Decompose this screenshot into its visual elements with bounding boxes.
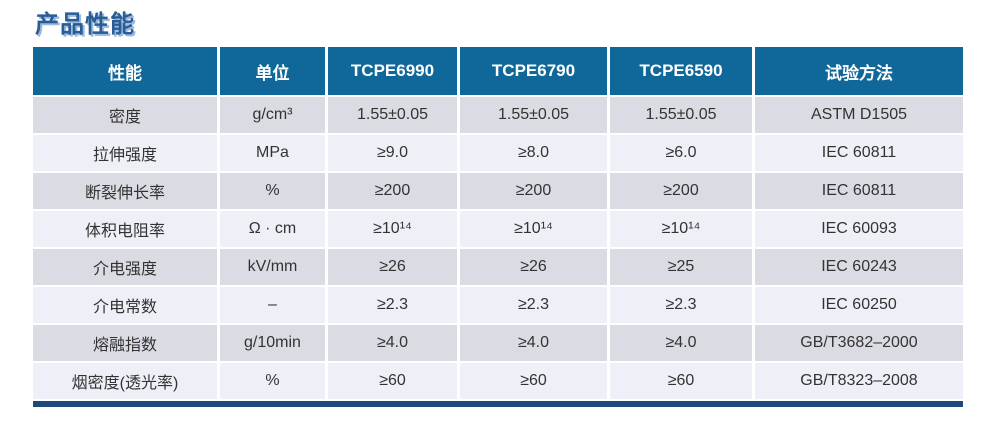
table-row-tensile-strength: 拉伸强度 MPa ≥9.0 ≥8.0 ≥6.0 IEC 60811 [33,135,963,173]
table-header-row: 性能 单位 TCPE6990 TCPE6790 TCPE6590 试验方法 [33,47,963,97]
spec-table-container: 性能 单位 TCPE6990 TCPE6790 TCPE6590 试验方法 密度… [33,47,963,407]
table-row-volume-resistivity: 体积电阻率 Ω · cm ≥10¹⁴ ≥10¹⁴ ≥10¹⁴ IEC 60093 [33,211,963,249]
cell-tcpe6590: 1.55±0.05 [610,97,755,135]
page-title: 产品性能 [35,11,135,38]
col-header-tcpe6790: TCPE6790 [460,47,610,97]
cell-test-method: IEC 60243 [755,249,963,287]
cell-property: 拉伸强度 [33,135,220,173]
col-header-tcpe6590: TCPE6590 [610,47,755,97]
cell-tcpe6990: ≥60 [328,363,460,401]
cell-property: 密度 [33,97,220,135]
cell-tcpe6590: ≥60 [610,363,755,401]
cell-tcpe6790: ≥26 [460,249,610,287]
cell-tcpe6990: ≥26 [328,249,460,287]
cell-unit: % [220,363,328,401]
cell-property: 断裂伸长率 [33,173,220,211]
cell-test-method: IEC 60250 [755,287,963,325]
cell-property: 介电强度 [33,249,220,287]
cell-test-method: GB/T8323–2008 [755,363,963,401]
cell-tcpe6590: ≥2.3 [610,287,755,325]
cell-property: 烟密度(透光率) [33,363,220,401]
cell-tcpe6590: ≥6.0 [610,135,755,173]
cell-tcpe6590: ≥4.0 [610,325,755,363]
cell-test-method: IEC 60811 [755,173,963,211]
cell-tcpe6590: ≥200 [610,173,755,211]
cell-tcpe6990: ≥200 [328,173,460,211]
cell-tcpe6590: ≥10¹⁴ [610,211,755,249]
cell-tcpe6990: 1.55±0.05 [328,97,460,135]
cell-tcpe6790: ≥10¹⁴ [460,211,610,249]
table-row-density: 密度 g/cm³ 1.55±0.05 1.55±0.05 1.55±0.05 A… [33,97,963,135]
cell-tcpe6790: ≥200 [460,173,610,211]
cell-tcpe6990: ≥2.3 [328,287,460,325]
table-row-smoke-density: 烟密度(透光率) % ≥60 ≥60 ≥60 GB/T8323–2008 [33,363,963,401]
table-row-melt-index: 熔融指数 g/10min ≥4.0 ≥4.0 ≥4.0 GB/T3682–200… [33,325,963,363]
cell-tcpe6990: ≥10¹⁴ [328,211,460,249]
cell-unit: g/10min [220,325,328,363]
cell-property: 介电常数 [33,287,220,325]
cell-test-method: IEC 60811 [755,135,963,173]
cell-unit: kV/mm [220,249,328,287]
col-header-unit: 单位 [220,47,328,97]
cell-test-method: GB/T3682–2000 [755,325,963,363]
cell-tcpe6790: 1.55±0.05 [460,97,610,135]
cell-property: 熔融指数 [33,325,220,363]
cell-tcpe6790: ≥2.3 [460,287,610,325]
cell-test-method: IEC 60093 [755,211,963,249]
cell-unit: – [220,287,328,325]
cell-test-method: ASTM D1505 [755,97,963,135]
col-header-test-method: 试验方法 [755,47,963,97]
cell-tcpe6790: ≥60 [460,363,610,401]
table-row-elongation-at-break: 断裂伸长率 % ≥200 ≥200 ≥200 IEC 60811 [33,173,963,211]
cell-tcpe6590: ≥25 [610,249,755,287]
product-spec-table: 性能 单位 TCPE6990 TCPE6790 TCPE6590 试验方法 密度… [33,47,963,401]
cell-unit: % [220,173,328,211]
table-row-dielectric-constant: 介电常数 – ≥2.3 ≥2.3 ≥2.3 IEC 60250 [33,287,963,325]
cell-tcpe6990: ≥9.0 [328,135,460,173]
table-bottom-accent-bar [33,401,963,407]
cell-tcpe6990: ≥4.0 [328,325,460,363]
cell-unit: Ω · cm [220,211,328,249]
table-row-dielectric-strength: 介电强度 kV/mm ≥26 ≥26 ≥25 IEC 60243 [33,249,963,287]
cell-unit: g/cm³ [220,97,328,135]
cell-property: 体积电阻率 [33,211,220,249]
cell-tcpe6790: ≥4.0 [460,325,610,363]
cell-unit: MPa [220,135,328,173]
cell-tcpe6790: ≥8.0 [460,135,610,173]
col-header-property: 性能 [33,47,220,97]
col-header-tcpe6990: TCPE6990 [328,47,460,97]
